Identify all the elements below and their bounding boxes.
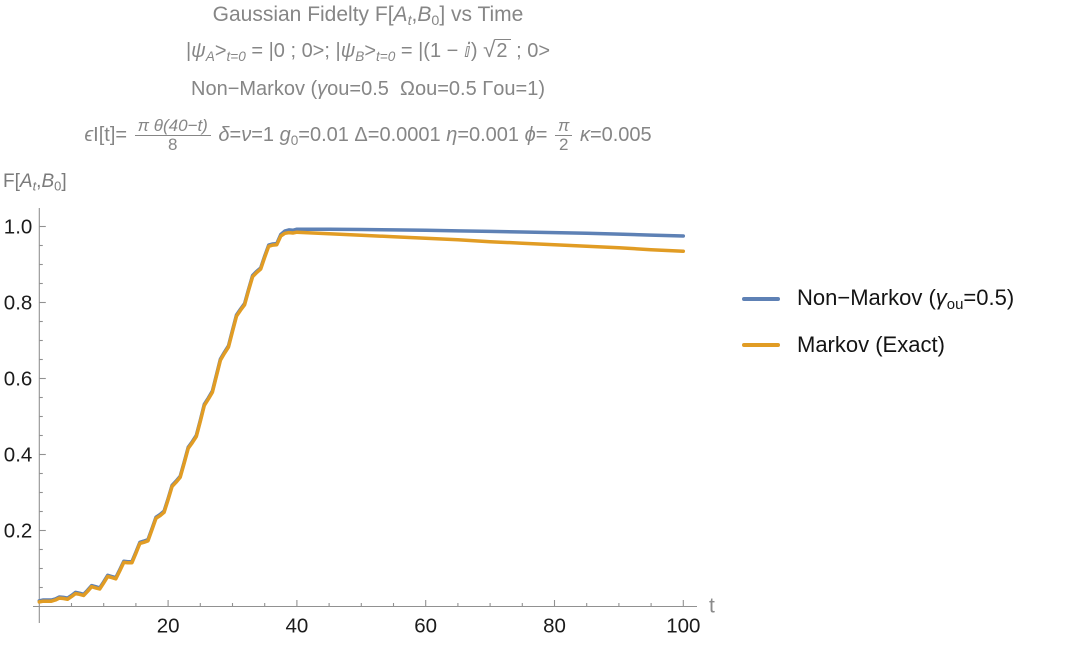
fraction: π θ(40−t) 8 — [134, 116, 211, 155]
legend-item: Markov (Exact) — [742, 329, 1014, 361]
x-tick-label: 20 — [157, 615, 180, 638]
y-tick-label: 0.8 — [4, 292, 33, 315]
legend-label: Non−Markov (γou=0.5) — [797, 284, 1015, 314]
y-tick-label: 0.2 — [4, 520, 33, 543]
legend-label: Markov (Exact) — [797, 332, 945, 357]
x-tick-label: 100 — [666, 615, 700, 638]
y-axis-label: F[At,B0] — [3, 171, 67, 194]
square-root: √2 — [483, 37, 511, 63]
legend-item: Non−Markov (γou=0.5) — [742, 283, 1014, 315]
legend-line-swatch — [742, 297, 780, 301]
plot-title-line-4: ϵI[t]= π θ(40−t) 8 δ=ν=1 g0=0.01 Δ=0.0001… — [84, 115, 652, 155]
plot-title-line-2: |ψA>t=0 = |0 ; 0>; |ψB>t=0 = |(1 − ⅈ) √2… — [185, 37, 551, 64]
curve-markov — [37, 230, 686, 604]
plot-title-line-1: Gaussian Fidelty F[At,B0] vs Time — [212, 3, 524, 29]
y-tick-label: 0.4 — [4, 444, 33, 467]
legend-line-swatch — [742, 343, 780, 347]
x-tick-label: 60 — [414, 615, 437, 638]
y-tick-label: 0.6 — [4, 368, 33, 391]
plot-title-line-3: Non−Markov (γou=0.5 Ωou=0.5 Γou=1) — [191, 78, 545, 100]
x-axis-label: t — [709, 595, 715, 618]
x-tick-label: 80 — [543, 615, 566, 638]
curve-non-markov — [37, 227, 686, 603]
x-tick-label: 40 — [285, 615, 308, 638]
legend: Non−Markov (γou=0.5) Markov (Exact) — [742, 283, 1014, 361]
y-tick-label: 1.0 — [4, 216, 33, 239]
